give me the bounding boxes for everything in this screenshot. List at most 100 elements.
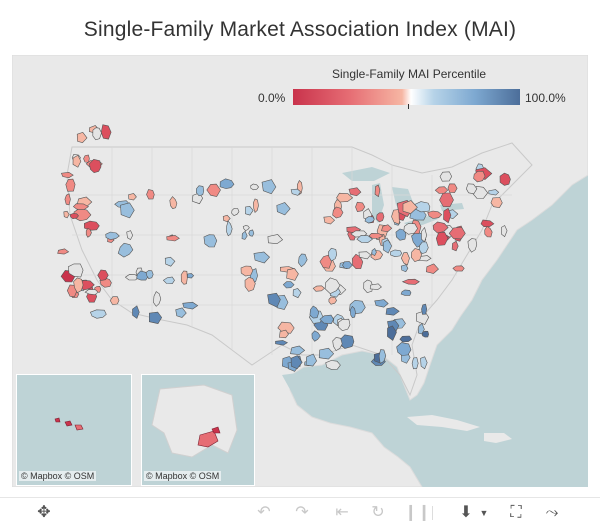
market-region[interactable] xyxy=(222,214,231,223)
market-region[interactable] xyxy=(417,322,425,335)
move-icon[interactable]: ✥ xyxy=(37,504,51,521)
revert-icon[interactable]: ⇤ xyxy=(335,504,349,521)
market-region[interactable] xyxy=(145,270,154,279)
fullscreen-icon[interactable]: ⛶ xyxy=(510,504,522,521)
market-region[interactable] xyxy=(410,248,422,263)
market-region[interactable] xyxy=(374,299,389,308)
market-region[interactable] xyxy=(67,263,84,278)
market-region[interactable] xyxy=(85,228,92,238)
market-region[interactable] xyxy=(117,242,134,258)
market-region[interactable] xyxy=(421,303,428,315)
market-region[interactable] xyxy=(290,345,306,355)
market-region[interactable] xyxy=(435,231,449,246)
market-region[interactable] xyxy=(378,349,387,364)
market-region[interactable] xyxy=(182,301,199,310)
pause-icon[interactable]: ❙❙ xyxy=(404,504,431,521)
market-region[interactable] xyxy=(290,355,303,370)
market-region[interactable] xyxy=(411,357,419,370)
market-region[interactable] xyxy=(368,232,384,239)
market-region[interactable] xyxy=(286,268,299,281)
market-region[interactable] xyxy=(149,311,163,324)
market-region[interactable] xyxy=(240,265,254,277)
credit-osm[interactable]: © OSM xyxy=(189,471,220,481)
market-region[interactable] xyxy=(418,241,429,254)
market-region[interactable] xyxy=(348,187,362,197)
hawaii-inset[interactable]: © Mapbox © OSM xyxy=(16,374,132,486)
market-region[interactable] xyxy=(439,192,454,208)
market-region[interactable] xyxy=(400,289,412,296)
market-region[interactable] xyxy=(364,216,375,224)
market-region[interactable] xyxy=(382,239,393,254)
market-region[interactable] xyxy=(97,269,109,281)
market-region[interactable] xyxy=(311,330,321,342)
market-region[interactable] xyxy=(488,189,500,196)
market-region[interactable] xyxy=(390,249,403,258)
market-region[interactable] xyxy=(153,291,162,307)
market-region[interactable] xyxy=(400,252,410,266)
download-icon[interactable]: ⬇ xyxy=(459,504,473,521)
market-region[interactable] xyxy=(164,256,176,267)
market-region[interactable] xyxy=(241,230,248,240)
market-region[interactable] xyxy=(261,179,277,195)
market-region[interactable] xyxy=(250,183,259,191)
market-region[interactable] xyxy=(275,340,289,346)
market-region[interactable] xyxy=(83,220,100,231)
market-region[interactable] xyxy=(374,184,381,198)
market-region[interactable] xyxy=(480,219,495,228)
market-region[interactable] xyxy=(319,314,334,325)
market-region[interactable] xyxy=(323,216,336,225)
market-region[interactable] xyxy=(336,192,354,203)
market-region[interactable] xyxy=(267,292,281,308)
market-region[interactable] xyxy=(305,353,317,367)
market-region[interactable] xyxy=(499,172,511,186)
market-region[interactable] xyxy=(448,226,466,240)
market-region[interactable] xyxy=(92,127,102,141)
market-region[interactable] xyxy=(473,170,486,183)
market-region[interactable] xyxy=(381,224,393,233)
market-region[interactable] xyxy=(451,240,459,252)
market-region[interactable] xyxy=(72,203,90,211)
market-region[interactable] xyxy=(73,277,84,294)
market-region[interactable] xyxy=(65,178,76,192)
market-region[interactable] xyxy=(128,193,137,201)
market-region[interactable] xyxy=(219,178,235,189)
market-region[interactable] xyxy=(244,277,256,292)
share-icon[interactable]: ⤳ xyxy=(545,504,559,521)
market-region[interactable] xyxy=(402,200,418,214)
undo-icon[interactable]: ↶ xyxy=(257,504,271,521)
market-region[interactable] xyxy=(109,296,120,305)
market-region[interactable] xyxy=(245,205,254,216)
market-region[interactable] xyxy=(434,186,449,194)
market-region[interactable] xyxy=(358,251,372,260)
market-region[interactable] xyxy=(180,270,188,285)
market-region[interactable] xyxy=(248,229,255,237)
market-region[interactable] xyxy=(369,283,382,290)
market-region[interactable] xyxy=(76,131,88,144)
market-region[interactable] xyxy=(298,253,308,268)
market-region[interactable] xyxy=(490,197,503,209)
market-region[interactable] xyxy=(465,183,478,195)
market-region[interactable] xyxy=(267,234,284,245)
market-region[interactable] xyxy=(425,263,439,274)
market-region[interactable] xyxy=(328,296,337,305)
market-region[interactable] xyxy=(332,206,344,219)
market-region[interactable] xyxy=(187,273,195,279)
market-region[interactable] xyxy=(84,289,99,296)
market-region[interactable] xyxy=(290,188,302,196)
market-region[interactable] xyxy=(421,226,428,243)
credit-osm[interactable]: © OSM xyxy=(64,471,95,481)
redo-icon[interactable]: ↷ xyxy=(295,504,309,521)
market-region[interactable] xyxy=(443,207,452,224)
market-region[interactable] xyxy=(120,202,135,219)
market-region[interactable] xyxy=(401,278,420,285)
market-region[interactable] xyxy=(203,234,218,248)
market-region[interactable] xyxy=(126,230,134,241)
market-region[interactable] xyxy=(277,321,295,334)
map-area[interactable]: © Mapbox © OSM © Mapbox © OSM xyxy=(12,55,588,487)
market-region[interactable] xyxy=(355,201,366,213)
market-region[interactable] xyxy=(132,305,140,319)
market-region[interactable] xyxy=(57,248,70,255)
market-region[interactable] xyxy=(312,285,325,292)
market-region[interactable] xyxy=(325,360,341,370)
market-region[interactable] xyxy=(385,307,400,316)
